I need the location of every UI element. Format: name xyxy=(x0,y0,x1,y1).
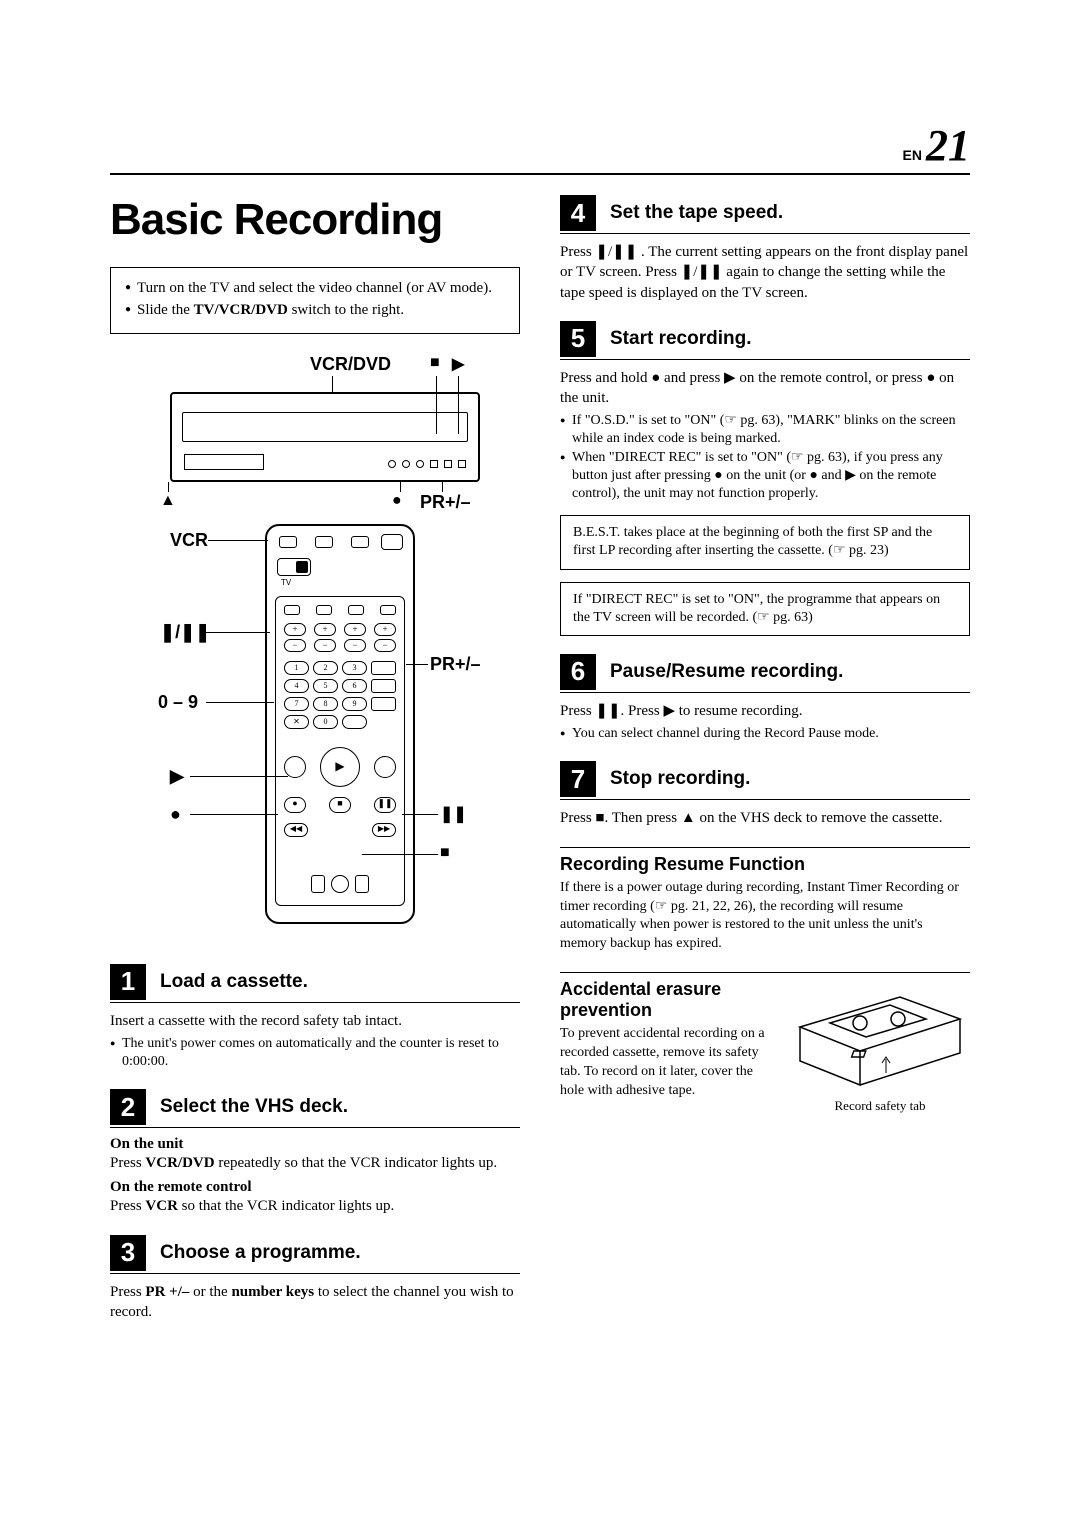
erasure-section: Accidental erasure prevention To prevent… xyxy=(560,972,970,1114)
intro-item: Slide the TV/VCR/DVD switch to the right… xyxy=(125,300,505,320)
step-title: Stop recording. xyxy=(610,768,750,790)
step-title: Start recording. xyxy=(610,328,751,350)
bullet: When "DIRECT REC" is set to "ON" (☞ pg. … xyxy=(560,449,970,504)
step-body: Press VCR so that the VCR indicator ligh… xyxy=(110,1196,520,1216)
step-number: 2 xyxy=(110,1089,146,1125)
page-number: 21 xyxy=(926,121,970,170)
step-7: 7 Stop recording. Press ■. Then press ▲ … xyxy=(560,761,970,828)
note-box: B.E.S.T. takes place at the beginning of… xyxy=(560,515,970,569)
step-2: 2 Select the VHS deck. On the unit Press… xyxy=(110,1089,520,1217)
step-3: 3 Choose a programme. Press PR +/– or th… xyxy=(110,1235,520,1323)
page-header: EN21 xyxy=(110,120,970,175)
step-body: Press PR +/– or the number keys to selec… xyxy=(110,1282,520,1323)
step-1: 1 Load a cassette. Insert a cassette wit… xyxy=(110,964,520,1072)
left-column: Basic Recording Turn on the TV and selec… xyxy=(110,195,520,1326)
erasure-body: To prevent accidental recording on a rec… xyxy=(560,1025,780,1101)
device-diagram: VCR/DVD ■ ▶ ▲ ● PR+/– xyxy=(110,354,520,944)
label-vcr: VCR xyxy=(170,530,208,551)
bullet: You can select channel during the Record… xyxy=(560,725,970,743)
step-number: 6 xyxy=(560,654,596,690)
step-body: Press and hold ● and press ▶ on the remo… xyxy=(560,368,970,409)
stop-icon: ■ xyxy=(430,354,440,372)
step-number: 1 xyxy=(110,964,146,1000)
label-pr: PR+/– xyxy=(420,492,471,513)
step-body: Insert a cassette with the record safety… xyxy=(110,1011,520,1031)
step-title: Pause/Resume recording. xyxy=(610,661,843,683)
step-title: Choose a programme. xyxy=(160,1242,361,1264)
step-4: 4 Set the tape speed. Press ❚/❚❚ . The c… xyxy=(560,195,970,303)
note-box: If "DIRECT REC" is set to "ON", the prog… xyxy=(560,582,970,636)
step-5: 5 Start recording. Press and hold ● and … xyxy=(560,321,970,636)
label-numbers: 0 – 9 xyxy=(158,692,198,713)
label-vcr-dvd: VCR/DVD xyxy=(310,354,391,375)
cassette-illustration: Record safety tab xyxy=(790,979,970,1114)
eject-icon: ▲ xyxy=(160,492,176,510)
vcr-deck-illustration xyxy=(170,392,480,482)
step-body: Press VCR/DVD repeatedly so that the VCR… xyxy=(110,1153,520,1173)
intro-item: Turn on the TV and select the video chan… xyxy=(125,278,505,298)
page-lang: EN xyxy=(903,147,922,163)
page-title: Basic Recording xyxy=(110,195,520,245)
step-title: Load a cassette. xyxy=(160,971,308,993)
step-number: 3 xyxy=(110,1235,146,1271)
sub-head: On the unit xyxy=(110,1136,520,1153)
erasure-title: Accidental erasure prevention xyxy=(560,979,780,1021)
step-body: Press ❚❚. Press ▶ to resume recording. xyxy=(560,701,970,721)
resume-section: Recording Resume Function If there is a … xyxy=(560,847,970,955)
intro-box: Turn on the TV and select the video chan… xyxy=(110,267,520,334)
pause-icon: ❚❚ xyxy=(440,804,467,824)
play-icon: ▶ xyxy=(170,766,184,787)
content-columns: Basic Recording Turn on the TV and selec… xyxy=(110,195,970,1326)
bullet: If "O.S.D." is set to "ON" (☞ pg. 63), "… xyxy=(560,412,970,448)
step-6: 6 Pause/Resume recording. Press ❚❚. Pres… xyxy=(560,654,970,743)
step-title: Set the tape speed. xyxy=(610,202,783,224)
label-pr2: PR+/– xyxy=(430,654,481,675)
step-number: 4 xyxy=(560,195,596,231)
sub-head: On the remote control xyxy=(110,1179,520,1196)
rec-icon: ● xyxy=(170,804,181,825)
step-number: 5 xyxy=(560,321,596,357)
step-number: 7 xyxy=(560,761,596,797)
remote-illustration: TV + + + xyxy=(265,524,415,924)
play-icon: ▶ xyxy=(452,354,464,374)
resume-title: Recording Resume Function xyxy=(560,854,970,875)
bullet: The unit's power comes on automatically … xyxy=(110,1035,520,1071)
step-title: Select the VHS deck. xyxy=(160,1096,348,1118)
stop-icon: ■ xyxy=(440,844,450,862)
right-column: 4 Set the tape speed. Press ❚/❚❚ . The c… xyxy=(560,195,970,1326)
step-body: Press ■. Then press ▲ on the VHS deck to… xyxy=(560,808,970,828)
resume-body: If there is a power outage during record… xyxy=(560,879,970,955)
rec-icon: ● xyxy=(392,492,402,510)
step-body: Press ❚/❚❚ . The current setting appears… xyxy=(560,242,970,303)
